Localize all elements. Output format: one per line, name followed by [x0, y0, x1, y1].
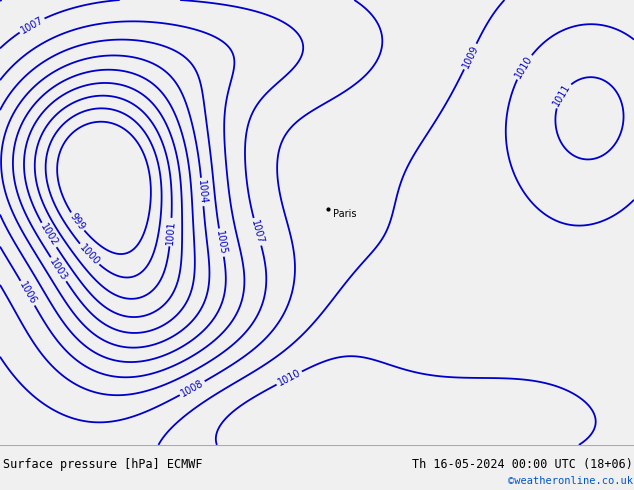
Text: 1008: 1008 — [179, 378, 205, 398]
Text: 1011: 1011 — [552, 82, 573, 108]
Text: 1004: 1004 — [197, 179, 209, 205]
Text: Th 16-05-2024 00:00 UTC (18+06): Th 16-05-2024 00:00 UTC (18+06) — [412, 458, 633, 470]
Text: 1007: 1007 — [18, 15, 45, 35]
Text: ©weatheronline.co.uk: ©weatheronline.co.uk — [508, 476, 633, 487]
Text: 999: 999 — [68, 211, 87, 232]
Text: Surface pressure [hPa] ECMWF: Surface pressure [hPa] ECMWF — [3, 458, 203, 470]
Text: 1001: 1001 — [165, 220, 177, 245]
Text: 1005: 1005 — [214, 230, 228, 255]
Text: 1002: 1002 — [38, 222, 60, 248]
Text: 1009: 1009 — [460, 43, 480, 70]
Text: 1000: 1000 — [77, 242, 101, 267]
Text: 1003: 1003 — [48, 256, 69, 282]
Text: 1010: 1010 — [276, 368, 302, 388]
Text: 1007: 1007 — [249, 219, 266, 245]
Text: 1006: 1006 — [17, 280, 38, 306]
Text: 1010: 1010 — [513, 54, 534, 80]
Text: Paris: Paris — [332, 209, 356, 219]
